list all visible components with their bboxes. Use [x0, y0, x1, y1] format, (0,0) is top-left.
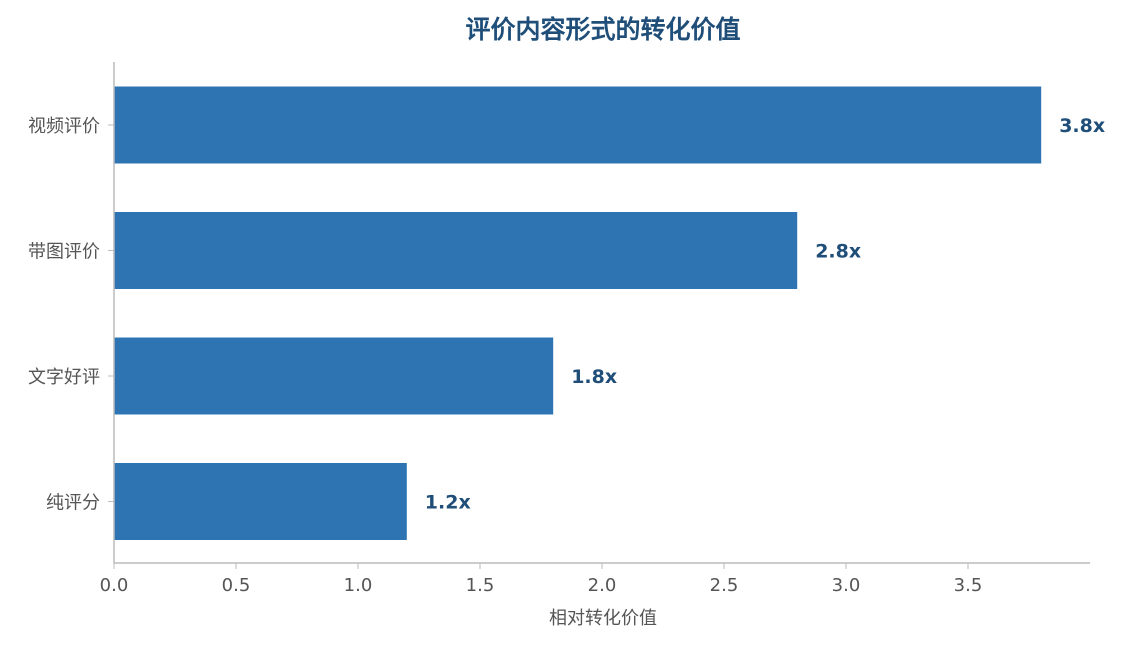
- x-axis-title: 相对转化价值: [549, 608, 657, 629]
- x-tick-label: 0.5: [222, 575, 251, 596]
- y-tick-label: 文字好评: [28, 367, 100, 388]
- y-tick-label: 纯评分: [46, 493, 100, 514]
- bar-3: [114, 337, 554, 415]
- bar-value-label: 1.8x: [571, 366, 617, 388]
- x-tick-label: 2.0: [588, 575, 617, 596]
- value-labels-layer: 3.8x 2.8x 1.8x 1.2x: [425, 115, 1105, 514]
- bar-4: [114, 463, 407, 540]
- x-axis-ticks: 0.0 0.5 1.0 1.5 2.0 2.5 3.0 3.5: [100, 563, 983, 596]
- bar-1: [114, 86, 1042, 164]
- bar-value-label: 3.8x: [1059, 115, 1105, 137]
- x-tick-label: 3.0: [832, 575, 861, 596]
- x-tick-label: 3.5: [954, 575, 983, 596]
- x-tick-label: 2.5: [710, 575, 739, 596]
- x-tick-label: 0.0: [100, 575, 129, 596]
- bar-value-label: 2.8x: [815, 241, 861, 263]
- chart-title: 评价内容形式的转化价值: [465, 15, 740, 44]
- y-tick-label: 带图评价: [28, 242, 100, 263]
- x-tick-label: 1.0: [344, 575, 373, 596]
- x-tick-label: 1.5: [466, 575, 495, 596]
- bar-2: [114, 212, 798, 289]
- bar-value-label: 1.2x: [425, 492, 471, 514]
- bars-layer: [114, 86, 1042, 540]
- y-tick-label: 视频评价: [28, 116, 100, 137]
